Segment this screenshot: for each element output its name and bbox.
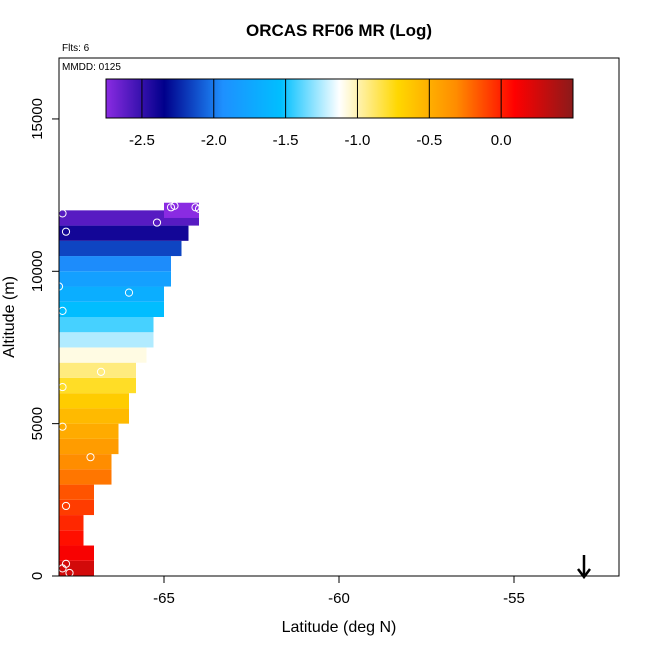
y-tick-label: 5000 xyxy=(29,407,46,440)
heatmap-cell-5 xyxy=(59,484,94,500)
colorbar-tick-label: -1.5 xyxy=(273,132,299,149)
observation-point-4 xyxy=(170,201,179,210)
colorbar-tick-label: -1.0 xyxy=(345,132,371,149)
colorbar: -2.5 -2.0 -1.5 -1.0 -0.5 0.0 xyxy=(105,78,574,149)
colorbar-gradient xyxy=(105,78,574,119)
heatmap-cell-15 xyxy=(59,332,154,348)
x-tick-label: -65 xyxy=(153,590,175,607)
heatmap-cell-6 xyxy=(59,469,112,485)
y-tick-label: 10000 xyxy=(29,250,46,292)
y-axis-label: Altitude (m) xyxy=(1,276,18,358)
observation-point-14 xyxy=(61,501,71,511)
down-arrow-marker xyxy=(577,555,591,580)
observation-point-9 xyxy=(124,288,134,297)
y-axis: 0 5000 10000 15000 xyxy=(29,98,59,580)
heatmap-cell-4 xyxy=(59,499,94,516)
observation-point-6 xyxy=(194,204,204,213)
observation-point-2 xyxy=(152,218,162,227)
heatmap-cell-1 xyxy=(59,545,94,561)
colorbar-tick-label: -2.0 xyxy=(201,132,227,149)
date-annotation: MMDD: 0125 xyxy=(62,62,121,73)
heatmap-cell-3 xyxy=(59,515,84,531)
heatmap-cell-10 xyxy=(59,408,129,424)
heatmap-cell-19 xyxy=(59,271,171,287)
observation-point-13 xyxy=(86,453,95,462)
heatmap-cell-8 xyxy=(59,438,119,455)
y-tick-label: 0 xyxy=(29,572,46,580)
x-tick-label: -55 xyxy=(503,590,525,607)
colorbar-tick-label: -2.5 xyxy=(129,132,155,149)
heatmap-cell-12 xyxy=(59,377,136,394)
colorbar-tick-label: 0.0 xyxy=(491,132,512,149)
heatmap-cell-17 xyxy=(59,301,164,317)
heatmap-cell-20 xyxy=(59,256,171,272)
heatmap-cell-9 xyxy=(59,423,119,439)
heatmap-cell-11 xyxy=(59,393,129,409)
flights-annotation: Flts: 6 xyxy=(62,43,90,54)
arrow-head xyxy=(577,568,591,580)
heatmap-cell-2 xyxy=(59,530,84,546)
x-tick-label: -60 xyxy=(328,590,350,607)
colorbar-tick-label: -0.5 xyxy=(416,132,442,149)
heatmap-cell-18 xyxy=(59,286,164,302)
x-axis-label: Latitude (deg N) xyxy=(282,619,397,636)
heatmap-cell-22 xyxy=(59,225,189,241)
heatmap-cell-24 xyxy=(164,202,199,218)
heatmap-cell-16 xyxy=(59,317,154,333)
heatmap-cell-21 xyxy=(59,240,182,257)
y-tick-label: 15000 xyxy=(29,98,46,140)
heatmap-cell-14 xyxy=(59,347,147,363)
x-axis: -65 -60 -55 xyxy=(153,576,525,607)
heatmap-cells xyxy=(59,202,199,576)
heatmap-cell-0 xyxy=(59,560,94,576)
observation-point-10 xyxy=(96,367,106,376)
heatmap-cell-7 xyxy=(59,454,112,470)
observation-point-17 xyxy=(65,568,74,578)
chart-title: ORCAS RF06 MR (Log) xyxy=(246,21,432,40)
observation-point-1 xyxy=(61,227,71,236)
